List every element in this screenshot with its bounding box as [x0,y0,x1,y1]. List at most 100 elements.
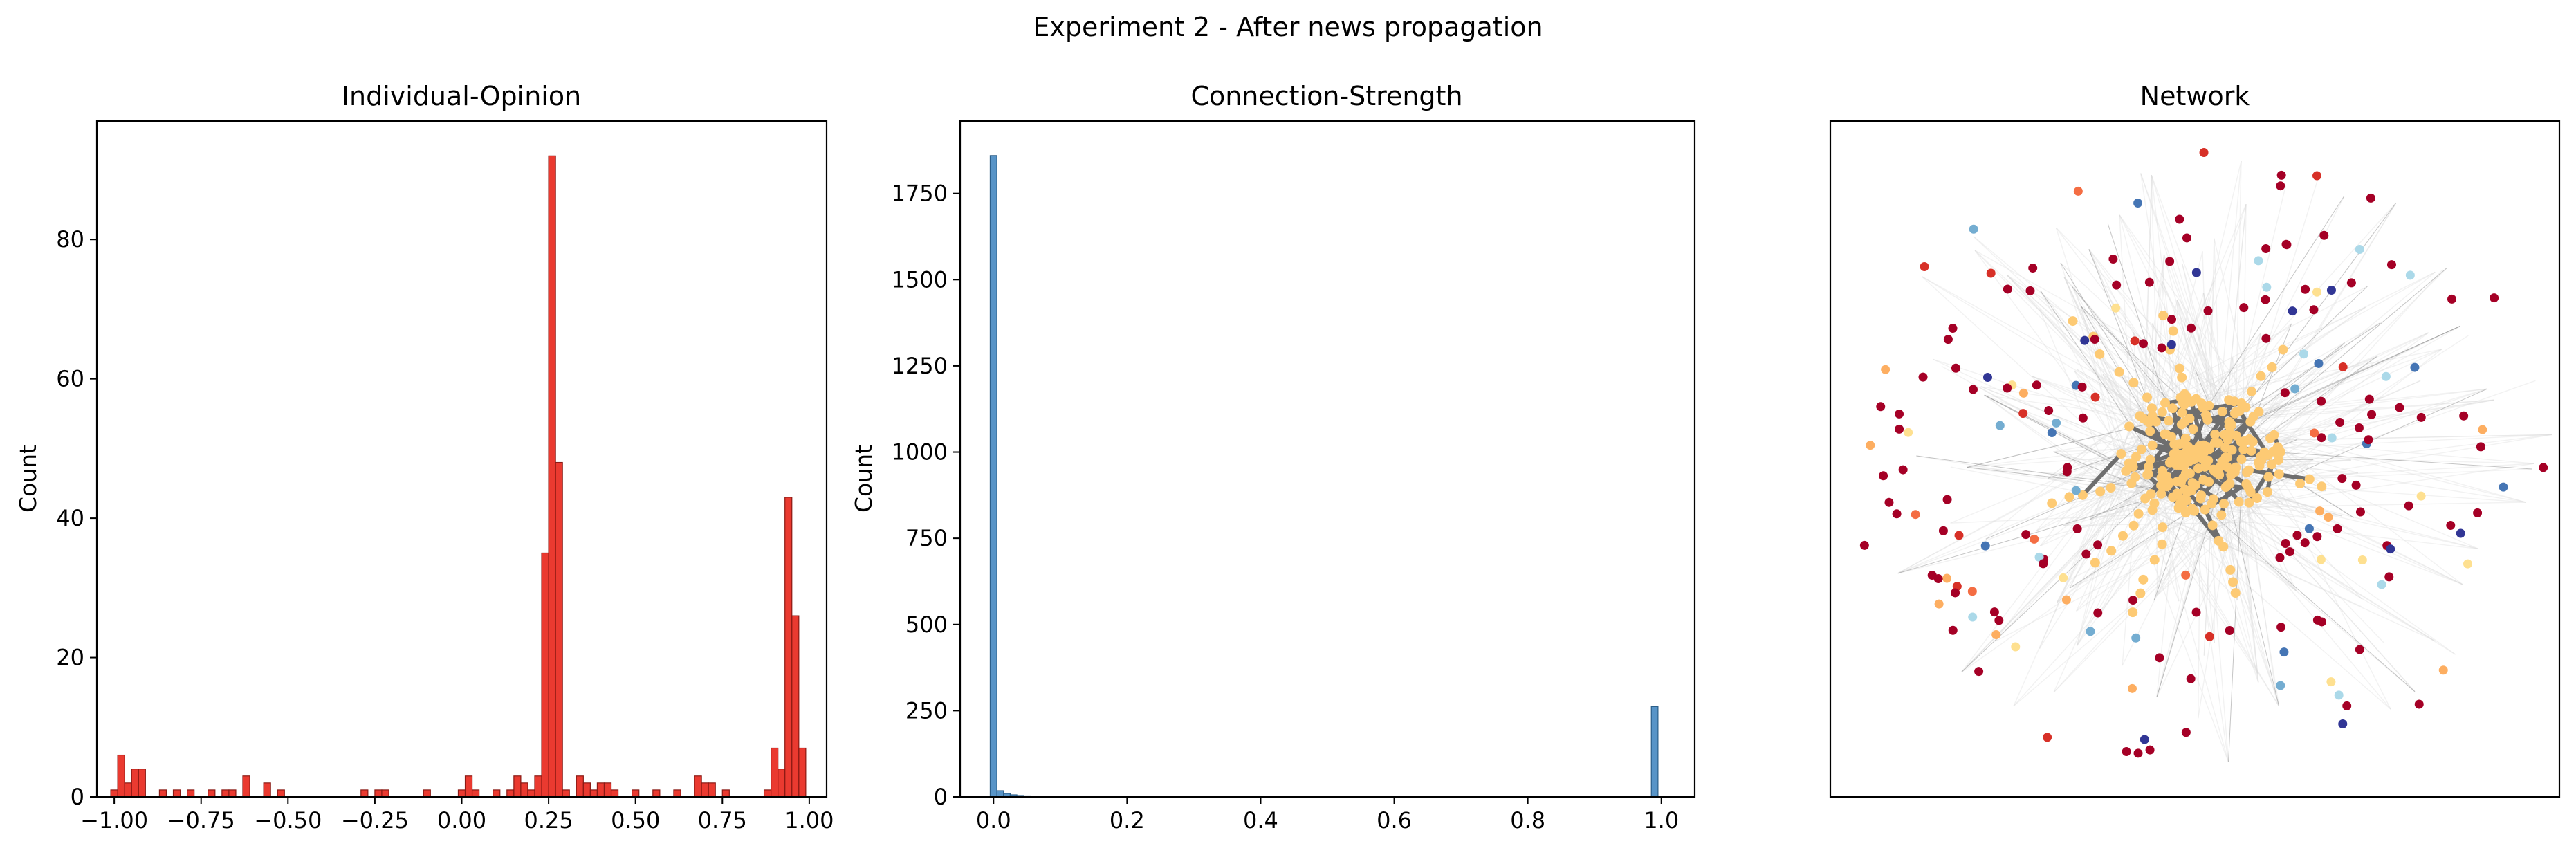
connection-strength-title: Connection-Strength [1190,81,1462,111]
histogram-bar [228,789,237,798]
network-edge [2162,519,2280,707]
network-node [2355,645,2364,654]
network-node [1892,509,1902,519]
network-hub-node [2208,464,2218,475]
network-edge [1967,422,2154,468]
network-node [2351,480,2361,490]
network-edge [1961,416,2155,673]
network-hub-node [2068,316,2078,327]
network-edge [1980,386,2135,448]
network-node [1982,372,1992,382]
histogram-bar [534,775,542,798]
network-hub-node [2164,416,2174,426]
network-hub-node [2143,469,2153,479]
network-hub-node [2127,458,2137,468]
network-node [2225,626,2234,636]
histogram-bar [471,789,480,798]
network-node [1943,335,1953,344]
network-node [2078,413,2088,423]
network-edge [2241,463,2534,508]
network-hub-node [2267,459,2277,470]
network-edge [2241,520,2456,655]
network-hub-node [2295,479,2306,489]
network-node [2355,507,2365,517]
network-edge [2235,515,2435,641]
network-node [2317,617,2327,627]
network-edge [2013,508,2243,707]
x-tick-label: 0.6 [1377,807,1412,834]
network-graph [1859,147,2552,762]
histogram-bar [110,789,118,798]
histogram-bar [603,782,612,798]
network-edge [1967,444,2149,468]
histogram-bar [131,769,139,798]
individual-opinion-xticks: −1.00 −0.75 −0.50 −0.25 0.00 0.25 0.50 0.75 1.00 [80,797,834,834]
network-hub-node [2243,465,2254,475]
network-node [1934,599,1944,609]
network-hub-node [2136,444,2146,454]
network-node [1991,629,2001,639]
histogram-bar [158,789,167,798]
connection-strength-bars [989,155,1659,798]
x-tick-label: 0.0 [976,807,1011,834]
network-edge [1995,522,2228,642]
network-node [1942,573,1952,583]
network-edge [2151,323,2158,478]
network-node [2416,491,2426,501]
histogram-bar [138,769,146,798]
y-tick-label: 750 [905,525,948,551]
network-hub-node [2140,493,2151,504]
network-edge [2237,196,2345,405]
network-edge [2089,432,2142,520]
network-node [2319,230,2329,240]
network-edge [2072,286,2158,474]
network-node [2315,506,2325,516]
network-edge [2202,502,2526,509]
individual-opinion-yticks: 0 20 40 60 80 [56,226,97,810]
network-edge [2218,500,2280,706]
network-node [2281,539,2290,549]
network-hub-node [2228,577,2238,587]
network-hub-node [2166,456,2176,466]
network-hub-node [2223,434,2233,445]
network-node [2157,343,2166,353]
network-edge [2119,214,2132,421]
network-node [1879,471,1888,481]
network-node [2275,553,2285,562]
network-node [2438,665,2448,675]
network-hub-node [2146,403,2157,414]
network-hub-node [2317,481,2327,492]
network-hub-node [2135,411,2145,421]
network-node [1920,262,1929,272]
network-node [1980,541,1990,551]
network-node [2140,735,2149,744]
network-edge [2182,517,2215,643]
histogram-bar [520,782,528,798]
histogram-bar [423,789,431,798]
histogram-bar [381,789,389,798]
network-node [2144,277,2154,287]
network-hub-node [2236,398,2247,409]
network-edge [2056,459,2131,603]
network-hub-node [2158,522,2168,533]
network-edge [2156,476,2263,698]
network-hub-node [2175,439,2185,449]
network-edge [2151,174,2245,428]
network-edge [2127,286,2368,413]
network-edge [2259,455,2479,550]
x-tick-label: 0.75 [698,807,747,834]
histogram-bar [798,747,807,798]
network-node [2090,392,2100,402]
histogram-bar [784,497,793,798]
x-tick-label: −0.75 [167,807,235,834]
network-edge [2040,290,2135,466]
network-node [2191,607,2201,617]
network-hub-node [2121,466,2131,476]
network-node [2261,295,2270,304]
histogram-bar [464,775,473,798]
figure-suptitle: Experiment 2 - After news propagation [1033,12,1543,42]
network-hub-node [2207,499,2217,509]
y-tick-label: 1250 [892,353,948,379]
network-hub-node [2224,395,2234,405]
network-node [1995,421,2005,430]
